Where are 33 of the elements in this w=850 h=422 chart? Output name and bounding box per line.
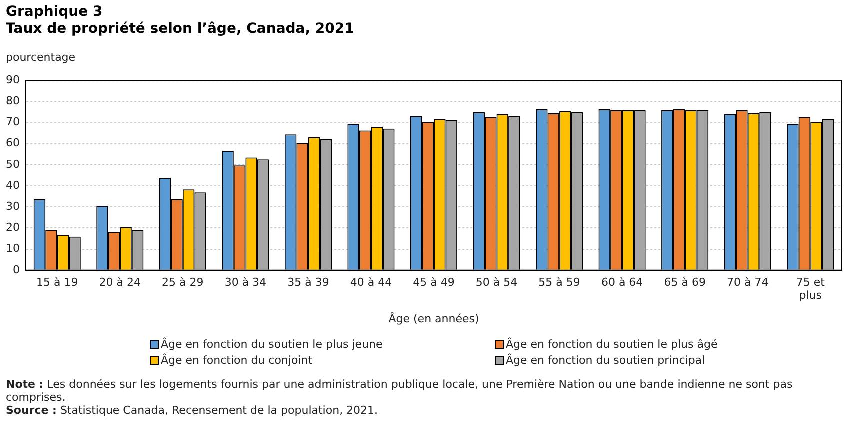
y-tick-label: 10	[6, 242, 20, 256]
y-tick-label: 50	[6, 158, 20, 171]
x-tick-label: 55 à 59	[538, 276, 580, 289]
y-tick-label: 70	[6, 116, 20, 129]
x-tick-label: 40 à 44	[350, 276, 392, 289]
text: Note : Les données sur les logements fournis par une administration publique locale, une Première Nation ou une bande indienne ne sont pas comprises.	[6, 378, 793, 404]
y-tick-label: 0	[12, 263, 20, 276]
x-tick-label: 25 à 29	[162, 276, 204, 289]
x-tick-label: 60 à 64	[601, 276, 644, 289]
x-tick-label: 65 à 69	[664, 276, 706, 289]
legend-label: Âge en fonction du soutien principal	[506, 354, 706, 367]
x-tick-label: 45 à 49	[413, 276, 455, 289]
x-axis-title: Âge (en années)	[388, 311, 480, 326]
chart-subtitle: Taux de propriété selon l’âge, Canada, 2021	[6, 21, 354, 38]
y-tick-label: 90	[6, 73, 20, 86]
y-tick-label: 40	[6, 178, 20, 192]
y-tick-label: 60	[6, 136, 20, 150]
legend-label: Âge en fonction du soutien le plus âgé	[506, 338, 718, 351]
x-tick-label: 30 à 34	[224, 276, 267, 289]
x-tick-label: 20 à 24	[99, 276, 142, 289]
x-tick-label: 50 à 54	[476, 276, 518, 289]
legend-label: Âge en fonction du soutien le plus jeune	[161, 338, 383, 351]
y-tick-label: 20	[6, 221, 20, 234]
x-tick-label: 35 à 39	[288, 276, 330, 289]
x-tick-label: 15 à 19	[36, 276, 78, 289]
x-tick-label: 70 à 74	[726, 276, 769, 289]
source-note: Source : Statistique Canada, Recensement de la population, 2021.	[6, 404, 378, 417]
legend-label: Âge en fonction du conjoint	[161, 354, 313, 367]
y-tick-label: 80	[6, 94, 20, 108]
chart-title: Graphique 3	[6, 4, 104, 21]
x-tick-label: 75 et plus	[796, 276, 826, 302]
y-tick-label: 30	[6, 200, 20, 213]
y-axis-title: pourcentage	[6, 51, 76, 64]
